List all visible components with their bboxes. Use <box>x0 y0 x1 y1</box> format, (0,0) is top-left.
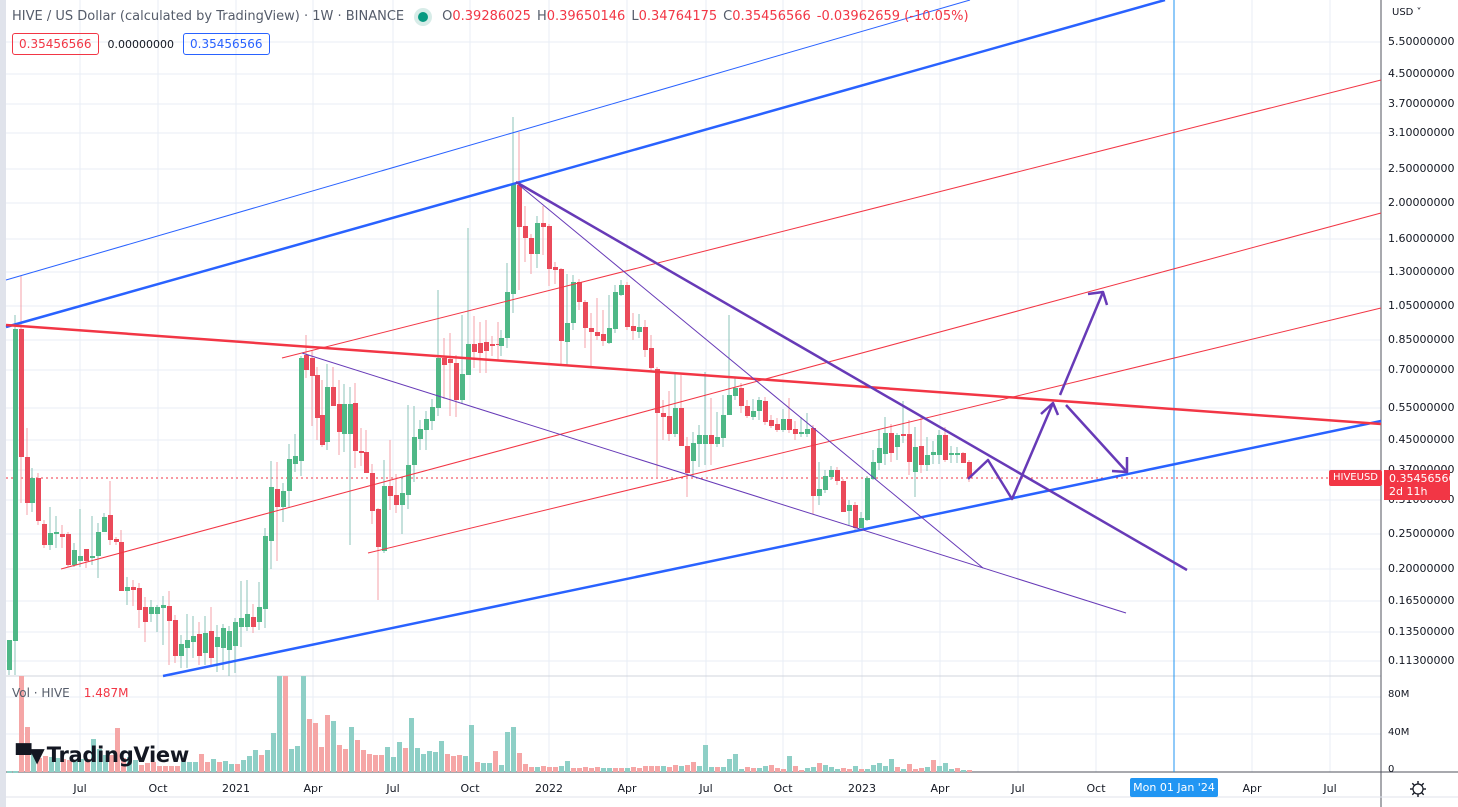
close-value: 0.35456566 <box>732 9 811 24</box>
time-axis-label: Oct <box>773 782 793 795</box>
price-axis-label: 1.05000000 <box>1388 299 1455 312</box>
low-label: L <box>631 9 639 24</box>
logo-text: TradingView <box>46 743 189 767</box>
grid-lines <box>6 0 1381 772</box>
crosshair-date-label: Mon 01 Jan '24 <box>1130 778 1218 797</box>
time-axis-label: 2022 <box>535 782 563 795</box>
time-axis-label: Oct <box>148 782 168 795</box>
price-axis-label: 0.85000000 <box>1388 333 1455 346</box>
time-axis-label: Apr <box>303 782 323 795</box>
time-axis-label: Apr <box>930 782 950 795</box>
volume-value: 1.487M <box>83 686 129 700</box>
bid-ask-row: 0.35456566 0.00000000 0.35456566 <box>12 33 270 55</box>
bar-countdown: 2d 11h <box>1389 485 1428 498</box>
low-value: 0.34764175 <box>638 9 718 24</box>
price-axis-label: 0.13500000 <box>1388 625 1455 638</box>
price-axis-label: 2.50000000 <box>1388 162 1455 175</box>
symbol-price-label: HIVEUSD <box>1329 470 1382 486</box>
symbol-title[interactable]: HIVE / US Dollar (calculated by TradingV… <box>12 9 405 24</box>
purple-trendlines <box>301 180 1188 614</box>
price-axis-label: 0.70000000 <box>1388 363 1455 376</box>
time-axis-label: Jul <box>73 782 87 795</box>
time-axis-label: 2023 <box>848 782 876 795</box>
last-price-value: 0.35456566 <box>1389 472 1456 485</box>
time-axis-label: Oct <box>460 782 480 795</box>
high-value: 0.39650146 <box>546 9 626 24</box>
spread-value: 0.00000000 <box>107 37 175 51</box>
currency-selector[interactable]: USD ˅ <box>1392 7 1422 18</box>
last-price-badge: 0.35456566 2d 11h <box>1384 470 1456 500</box>
price-axis-label: 4.50000000 <box>1388 67 1455 80</box>
market-status-dot-icon <box>418 11 429 22</box>
time-axis-label: Jul <box>1323 782 1337 795</box>
volume-axis-40m: 40M <box>1388 727 1410 738</box>
blue-trendlines <box>5 0 1382 678</box>
high-label: H <box>536 9 547 24</box>
price-axis-label: 0.16500000 <box>1388 594 1455 607</box>
projected-path <box>967 290 1129 501</box>
time-axis-label: Apr <box>617 782 637 795</box>
price-axis-label: 1.60000000 <box>1388 232 1455 245</box>
price-axis-label: 0.11300000 <box>1388 654 1455 667</box>
price-axis-label: 3.10000000 <box>1388 126 1455 139</box>
time-axis-label: Jul <box>1011 782 1025 795</box>
price-axis-label: 1.30000000 <box>1388 265 1455 278</box>
open-label: O <box>442 9 453 24</box>
sell-price-button[interactable]: 0.35456566 <box>12 33 99 55</box>
open-value: 0.39286025 <box>452 9 531 24</box>
time-axis-label: Jul <box>699 782 713 795</box>
volume-label[interactable]: Vol · HIVE <box>12 686 70 700</box>
red-trendlines <box>5 79 1382 570</box>
buy-price-button[interactable]: 0.35456566 <box>183 33 270 55</box>
tradingview-logo[interactable]: ▀▼ TradingView <box>16 743 189 767</box>
price-axis-label: 0.20000000 <box>1388 562 1455 575</box>
time-axis-label: 2021 <box>222 782 250 795</box>
tradingview-logo-icon: ▀▼ <box>16 743 45 767</box>
price-axis-label: 2.00000000 <box>1388 196 1455 209</box>
candlesticks <box>7 117 972 676</box>
time-axis-label: Jul <box>386 782 400 795</box>
symbol-legend: HIVE / US Dollar (calculated by TradingV… <box>12 9 969 24</box>
volume-axis-0: 0 <box>1388 764 1395 775</box>
volume-legend: Vol · HIVE 1.487M <box>12 686 128 700</box>
close-label: C <box>723 9 733 24</box>
price-axis-label: 0.55000000 <box>1388 401 1455 414</box>
volume-bars <box>7 676 972 773</box>
time-axis-label: Oct <box>1086 782 1106 795</box>
volume-axis-80m: 80M <box>1388 689 1410 700</box>
change-value: -0.03962659 (-10.05%) <box>816 9 969 24</box>
price-axis-label: 3.70000000 <box>1388 97 1455 110</box>
price-axis-label: 0.25000000 <box>1388 527 1455 540</box>
price-axis-label: 0.45000000 <box>1388 433 1455 446</box>
time-axis-label: Apr <box>1242 782 1262 795</box>
chart-settings-gear-icon[interactable] <box>1409 780 1427 798</box>
price-axis-label: 5.50000000 <box>1388 35 1455 48</box>
